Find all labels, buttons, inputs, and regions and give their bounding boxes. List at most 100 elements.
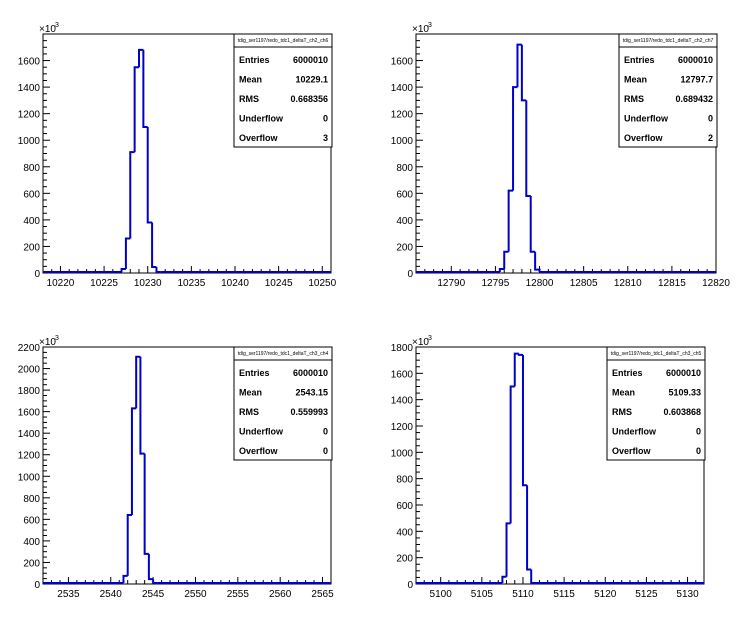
stats-label: Underflow (239, 427, 284, 437)
histogram-bin (133, 66, 139, 153)
x-tick-label: 2565 (311, 589, 334, 600)
histogram-bin (526, 485, 532, 571)
histogram-bin (525, 100, 531, 197)
y-tick-label: 800 (396, 163, 413, 174)
y-tick-label: 1600 (18, 57, 41, 68)
histogram-bin (130, 407, 137, 516)
y-tick-label: 0 (407, 580, 413, 591)
y-tick-label: 800 (23, 163, 40, 174)
stats-label: Entries (239, 368, 270, 378)
y-tick-label: 1000 (391, 136, 414, 147)
stats-title: tdig_ser1197/redo_tdc1_deltaT_ch3_ch4 (238, 351, 329, 357)
y-tick-label: 200 (396, 242, 413, 253)
stats-value: 12797.7 (680, 75, 713, 85)
stats-label: Entries (624, 55, 655, 65)
x-tick-label: 5130 (676, 589, 699, 600)
y-exponent-label: ×10 (412, 24, 429, 35)
histogram-bin (147, 553, 154, 581)
histogram-bin (501, 575, 507, 583)
y-tick-label: 1600 (391, 369, 414, 380)
stats-title: tdig_ser1197/redo_tdc1_deltaT_ch2_ch7 (623, 38, 714, 44)
stats-value: 0.668356 (290, 94, 328, 104)
y-tick-label: 1400 (18, 429, 41, 440)
y-tick-label: 1800 (18, 386, 41, 397)
y-exponent-power: 3 (55, 335, 59, 342)
y-tick-label: 1400 (391, 83, 414, 94)
y-tick-label: 0 (34, 580, 40, 591)
stats-label: Entries (612, 368, 643, 378)
histogram-pad-3: 2535 2540 2545 2550 2555 2560 2565 0 200 400 600 80… (18, 335, 334, 600)
histogram-pad-1: 10220 10225 10230 10235 10240 10245 10250 0 200 4… (18, 22, 337, 289)
x-tick-label: 5125 (635, 589, 658, 600)
stats-box (233, 33, 333, 148)
histogram-bin (122, 574, 128, 583)
stats-label: RMS (239, 94, 259, 104)
stats-label: Mean (239, 388, 262, 398)
y-tick-label: 800 (23, 494, 40, 505)
histogram-pad-2: 12790 12795 12800 12805 12810 12815 12820 0 200 4… (391, 22, 731, 289)
stats-value: 6000010 (666, 368, 701, 378)
histogram-bin (534, 251, 541, 272)
x-tick-label: 2560 (269, 589, 292, 600)
y-tick-label: 0 (34, 269, 40, 280)
x-tick-label: 5105 (471, 589, 494, 600)
stats-label: RMS (612, 407, 632, 417)
x-tick-label: 10220 (47, 278, 75, 289)
histogram-bin (520, 44, 527, 102)
y-tick-label: 200 (23, 558, 40, 569)
stats-label: Overflow (239, 133, 279, 143)
x-tick-label: 5110 (512, 589, 534, 600)
histogram-bin (513, 352, 519, 387)
stats-label: RMS (624, 94, 644, 104)
stats-value: 0 (696, 427, 701, 437)
stats-label: Overflow (239, 446, 279, 456)
x-tick-label: 12790 (437, 278, 465, 289)
y-tick-label: 400 (396, 527, 413, 538)
histogram-bin (151, 222, 157, 269)
stats-value: 3 (323, 133, 328, 143)
y-tick-label: 1800 (391, 343, 414, 354)
stats-label: Mean (624, 75, 647, 85)
y-tick-label: 600 (23, 189, 40, 200)
y-tick-label: 1400 (391, 396, 414, 407)
histogram-bin (516, 43, 522, 88)
x-tick-label: 12800 (526, 278, 554, 289)
stats-value: 0 (323, 446, 328, 456)
x-tick-label: 10230 (134, 278, 162, 289)
x-tick-label: 12810 (614, 278, 642, 289)
y-tick-label: 1600 (18, 408, 41, 419)
stats-value: 0 (696, 446, 701, 456)
x-tick-label: 2540 (100, 589, 123, 600)
histogram-bin (498, 268, 505, 272)
histogram-bin (135, 355, 141, 409)
stats-value: 6000010 (293, 368, 328, 378)
histogram-bin (521, 354, 528, 487)
stats-label: Underflow (624, 114, 669, 124)
histogram-bin (509, 385, 515, 524)
stats-label: Underflow (612, 427, 657, 437)
x-tick-label: 10250 (308, 278, 336, 289)
stats-box (618, 33, 718, 148)
histogram-bin (120, 268, 126, 272)
y-tick-label: 400 (23, 216, 40, 227)
x-tick-label: 10245 (265, 278, 293, 289)
y-exponent-label: ×10 (39, 24, 56, 35)
y-tick-label: 2000 (18, 365, 41, 376)
histogram-bin (124, 237, 131, 270)
stats-value: 0.559993 (290, 407, 328, 417)
y-tick-label: 1400 (18, 83, 41, 94)
histogram-bin (503, 250, 509, 270)
histogram-pad-4: 5100 5105 5110 5115 5120 5125 5130 0 200 400 600 80… (391, 335, 706, 600)
y-tick-label: 1200 (18, 451, 41, 462)
y-tick-label: 400 (23, 537, 40, 548)
histogram-bin (126, 514, 132, 576)
stats-value: 2543.15 (295, 388, 328, 398)
histogram-bin (129, 151, 135, 239)
y-exponent-power: 3 (55, 22, 59, 29)
stats-value: 5109.33 (668, 388, 701, 398)
stats-value: 10229.1 (295, 75, 328, 85)
histogram-bin (155, 267, 161, 273)
histogram-bin (142, 49, 148, 128)
stats-value: 6000010 (293, 55, 328, 65)
